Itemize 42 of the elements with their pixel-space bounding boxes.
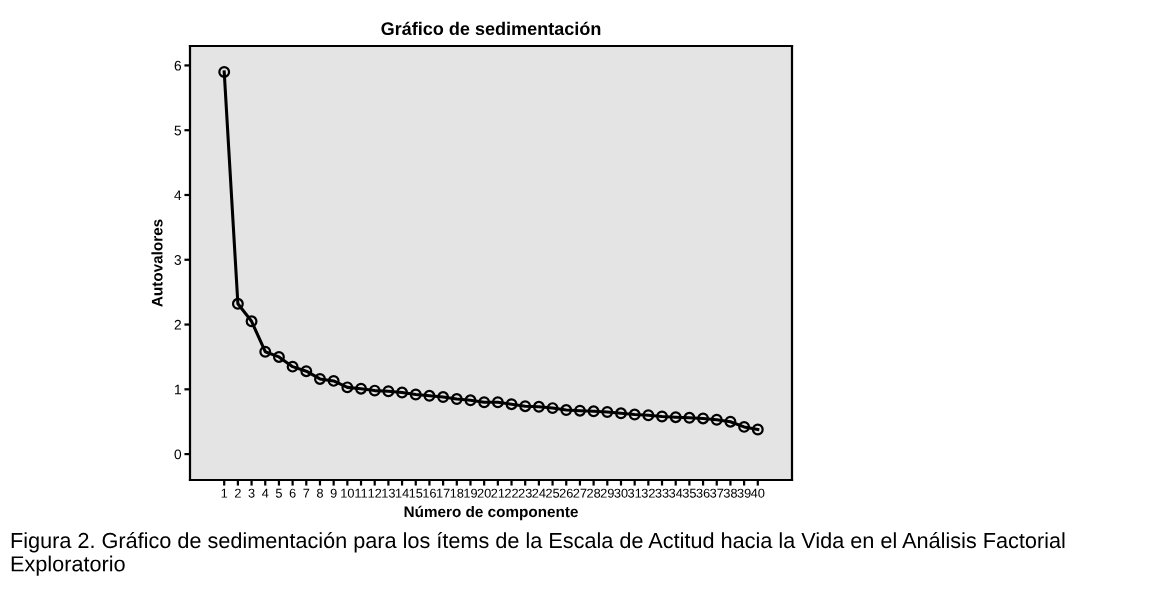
point [615,407,627,420]
point [437,391,450,404]
point [751,423,764,436]
point [505,398,518,411]
point [327,374,340,387]
point [464,394,477,407]
point [355,382,367,395]
point [382,385,395,398]
point [368,384,381,397]
point [231,297,244,310]
point [628,408,641,421]
text: Figura 2. Gráfico de sedimentación para los ítems de la Escala de Actitud hacia la Vida en el Análisis Factorial Exploratorio [11,532,1065,576]
point [519,400,532,413]
point [738,420,751,433]
point [478,396,491,409]
point [669,411,682,424]
point [587,405,600,418]
point [341,381,354,394]
point [423,389,436,402]
point [218,65,231,78]
point [642,409,655,422]
point [286,360,299,373]
point [409,388,422,401]
point [300,365,313,378]
chart-title: Gráfico de sedimentación [381,21,601,36]
point [314,372,326,385]
point [546,402,559,415]
point [245,315,258,328]
point [491,396,504,409]
point [601,406,614,418]
point [710,413,723,426]
point [272,350,285,363]
point [532,400,545,413]
point [656,410,668,423]
point [683,411,696,424]
point [259,345,272,358]
point [450,393,463,405]
point [724,415,737,428]
point [396,386,409,399]
point [560,404,573,417]
point [573,404,586,417]
point [697,412,710,425]
